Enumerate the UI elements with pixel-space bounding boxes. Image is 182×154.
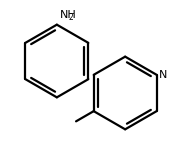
Text: 2: 2: [68, 14, 73, 22]
Text: NH: NH: [60, 10, 76, 20]
Text: N: N: [159, 70, 167, 80]
